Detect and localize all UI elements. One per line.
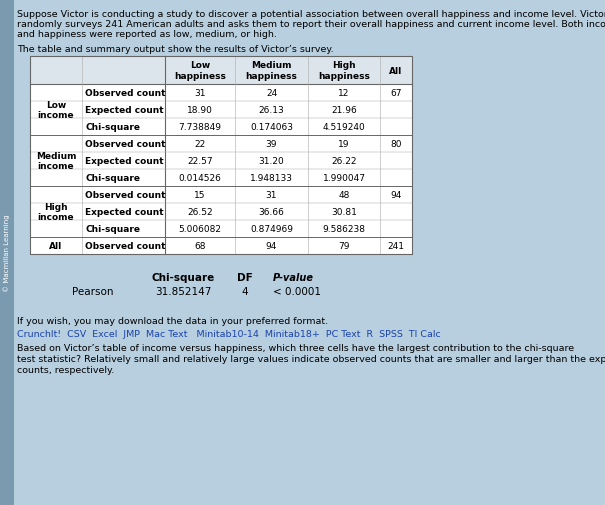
Text: Chi-square: Chi-square <box>85 174 140 183</box>
Text: 67: 67 <box>390 89 402 98</box>
Text: 94: 94 <box>390 190 402 199</box>
Text: 79: 79 <box>338 241 350 250</box>
Text: 21.96: 21.96 <box>331 106 357 115</box>
Text: 241: 241 <box>387 241 405 250</box>
Text: 12: 12 <box>338 89 350 98</box>
Text: Based on Victor’s table of income versus happiness, which three cells have the l: Based on Victor’s table of income versus… <box>17 343 574 352</box>
Text: 31: 31 <box>266 190 277 199</box>
Text: Medium
happiness: Medium happiness <box>246 61 298 80</box>
Text: P-value: P-value <box>273 273 314 282</box>
Text: 1.990047: 1.990047 <box>322 174 365 183</box>
Text: 31.852147: 31.852147 <box>155 286 211 296</box>
Text: 0.174063: 0.174063 <box>250 123 293 132</box>
Text: CrunchIt!  CSV  Excel  JMP  Mac Text   Minitab10-14  Minitab18+  PC Text  R  SPS: CrunchIt! CSV Excel JMP Mac Text Minitab… <box>17 329 441 338</box>
Text: counts, respectively.: counts, respectively. <box>17 365 114 374</box>
Text: 26.52: 26.52 <box>187 208 213 217</box>
Text: Pearson: Pearson <box>72 286 114 296</box>
Text: The table and summary output show the results of Victor’s survey.: The table and summary output show the re… <box>17 45 333 54</box>
Text: Observed count: Observed count <box>85 89 166 98</box>
Text: Chi-square: Chi-square <box>151 273 215 282</box>
Text: 4.519240: 4.519240 <box>322 123 365 132</box>
Text: 0.874969: 0.874969 <box>250 225 293 233</box>
Text: Low
happiness: Low happiness <box>174 61 226 80</box>
Text: 0.014526: 0.014526 <box>178 174 221 183</box>
Text: © Macmillan Learning: © Macmillan Learning <box>4 214 10 291</box>
Text: 26.13: 26.13 <box>258 106 284 115</box>
Text: All: All <box>390 66 402 75</box>
Text: 94: 94 <box>266 241 277 250</box>
Text: Observed count: Observed count <box>85 241 166 250</box>
Text: Expected count: Expected count <box>85 106 163 115</box>
Text: Observed count: Observed count <box>85 140 166 148</box>
Text: High
income: High income <box>38 203 74 222</box>
Text: High
happiness: High happiness <box>318 61 370 80</box>
Text: Chi-square: Chi-square <box>85 225 140 233</box>
Text: 1.948133: 1.948133 <box>250 174 293 183</box>
Text: 30.81: 30.81 <box>331 208 357 217</box>
Text: 4: 4 <box>241 286 248 296</box>
Bar <box>30 57 412 255</box>
Text: and happiness were reported as low, medium, or high.: and happiness were reported as low, medi… <box>17 30 277 39</box>
Text: Observed count: Observed count <box>85 190 166 199</box>
Text: 15: 15 <box>194 190 206 199</box>
Text: 39: 39 <box>266 140 277 148</box>
Text: Medium
income: Medium income <box>36 152 76 171</box>
Text: test statistic? Relatively small and relatively large values indicate observed c: test statistic? Relatively small and rel… <box>17 355 605 363</box>
Text: 22: 22 <box>194 140 206 148</box>
Text: 18.90: 18.90 <box>187 106 213 115</box>
Text: 26.22: 26.22 <box>332 157 357 166</box>
Text: Expected count: Expected count <box>85 208 163 217</box>
Text: 9.586238: 9.586238 <box>322 225 365 233</box>
Text: Expected count: Expected count <box>85 157 163 166</box>
Text: If you wish, you may download the data in your preferred format.: If you wish, you may download the data i… <box>17 316 328 325</box>
Text: Suppose Victor is conducting a study to discover a potential association between: Suppose Victor is conducting a study to … <box>17 10 605 19</box>
Text: DF: DF <box>237 273 253 282</box>
Text: 7.738849: 7.738849 <box>178 123 221 132</box>
Text: 5.006082: 5.006082 <box>178 225 221 233</box>
Text: 24: 24 <box>266 89 277 98</box>
Text: 31.20: 31.20 <box>258 157 284 166</box>
Text: 22.57: 22.57 <box>187 157 213 166</box>
Text: Low
income: Low income <box>38 100 74 120</box>
Text: 80: 80 <box>390 140 402 148</box>
Bar <box>30 57 412 255</box>
Text: 36.66: 36.66 <box>258 208 284 217</box>
Text: 48: 48 <box>338 190 350 199</box>
Bar <box>30 57 412 85</box>
Text: Chi-square: Chi-square <box>85 123 140 132</box>
Text: 19: 19 <box>338 140 350 148</box>
Text: randomly surveys 241 American adults and asks them to report their overall happi: randomly surveys 241 American adults and… <box>17 20 605 29</box>
Bar <box>0 0 14 505</box>
Text: 68: 68 <box>194 241 206 250</box>
Text: All: All <box>50 241 63 250</box>
Text: 31: 31 <box>194 89 206 98</box>
Text: < 0.0001: < 0.0001 <box>273 286 321 296</box>
